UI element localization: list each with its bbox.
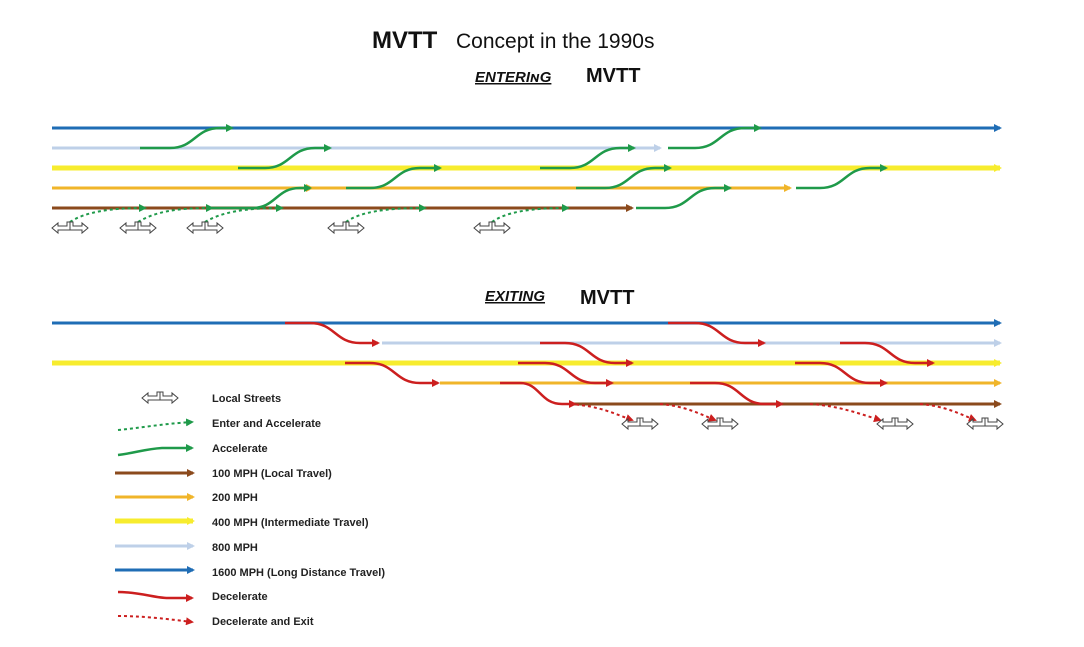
decelerate-path — [285, 321, 380, 347]
legend-decelerate-icon — [117, 590, 194, 602]
legend-label-lane-200: 200 MPH — [212, 492, 258, 504]
local-street-icon — [186, 221, 224, 234]
local-street-icon — [966, 417, 1004, 430]
local-street-icon — [51, 221, 89, 234]
decelerate-exit-path — [659, 403, 717, 422]
accelerate-path — [796, 164, 888, 190]
decelerate-path — [840, 341, 935, 367]
exiting-heading-label: MVTT — [580, 287, 634, 309]
accelerate-path — [212, 184, 312, 210]
exiting-exit-paths — [569, 403, 977, 423]
enter-accelerate-path — [204, 204, 284, 223]
local-street-icon — [473, 221, 511, 234]
entering-heading-label: MVTT — [586, 65, 640, 87]
legend-label-decelerate: Decelerate — [212, 591, 268, 603]
exiting-heading-emphasis: EXITING — [485, 288, 545, 305]
enter-accelerate-path — [137, 204, 214, 223]
decelerate-path — [690, 381, 784, 408]
enter-accelerate-path — [69, 204, 147, 223]
legend-label-accelerate: Accelerate — [212, 443, 268, 455]
decelerate-path — [518, 361, 614, 387]
legend-label-decelerate-exit: Decelerate and Exit — [212, 616, 314, 628]
decelerate-exit-path — [809, 403, 882, 423]
decelerate-path — [668, 321, 766, 347]
legend-accelerate-icon — [117, 444, 194, 457]
decelerate-path — [795, 361, 888, 387]
accelerate-path — [576, 164, 672, 190]
exiting-local-streets — [621, 417, 1004, 430]
entering-local-streets — [51, 221, 511, 234]
enter-accelerate-path — [491, 204, 570, 223]
local-street-icon — [327, 221, 365, 234]
accelerate-path — [636, 184, 732, 210]
entering-accelerate-paths — [140, 124, 888, 210]
legend-label-lane-800: 800 MPH — [212, 542, 258, 554]
exiting-decelerate-paths — [285, 321, 935, 408]
local-street-icon — [621, 417, 659, 430]
legend-label-lane-100: 100 MPH (Local Travel) — [212, 468, 332, 480]
legend-label-lane-400: 400 MPH (Intermediate Travel) — [212, 517, 369, 529]
legend: Local Streets Enter and Accelerate Accel… — [115, 391, 385, 628]
legend-label-local-streets: Local Streets — [212, 393, 281, 405]
decelerate-path — [345, 361, 440, 387]
local-street-icon — [876, 417, 914, 430]
accelerate-path — [346, 164, 442, 190]
local-street-icon — [119, 221, 157, 234]
accelerate-path — [540, 144, 636, 170]
title-main: MVTT — [372, 27, 438, 54]
title-sub: Concept in the 1990s — [456, 30, 654, 53]
legend-label-lane-1600: 1600 MPH (Long Distance Travel) — [212, 567, 385, 579]
legend-decelerate-exit-icon — [117, 615, 194, 626]
enter-accelerate-path — [345, 204, 427, 223]
accelerate-path — [668, 124, 762, 150]
entering-enter-paths — [69, 204, 570, 223]
accelerate-path — [140, 124, 234, 150]
entering-heading-emphasis: ENTERIɴG — [475, 69, 552, 86]
local-street-icon — [701, 417, 739, 430]
decelerate-exit-path — [919, 403, 977, 422]
legend-label-enter-accelerate: Enter and Accelerate — [212, 418, 321, 430]
decelerate-path — [500, 381, 577, 408]
legend-local-streets-icon — [141, 391, 179, 404]
decelerate-path — [540, 341, 634, 367]
legend-enter-accelerate-icon — [117, 418, 194, 431]
accelerate-path — [238, 144, 332, 170]
decelerate-exit-path — [569, 403, 634, 422]
